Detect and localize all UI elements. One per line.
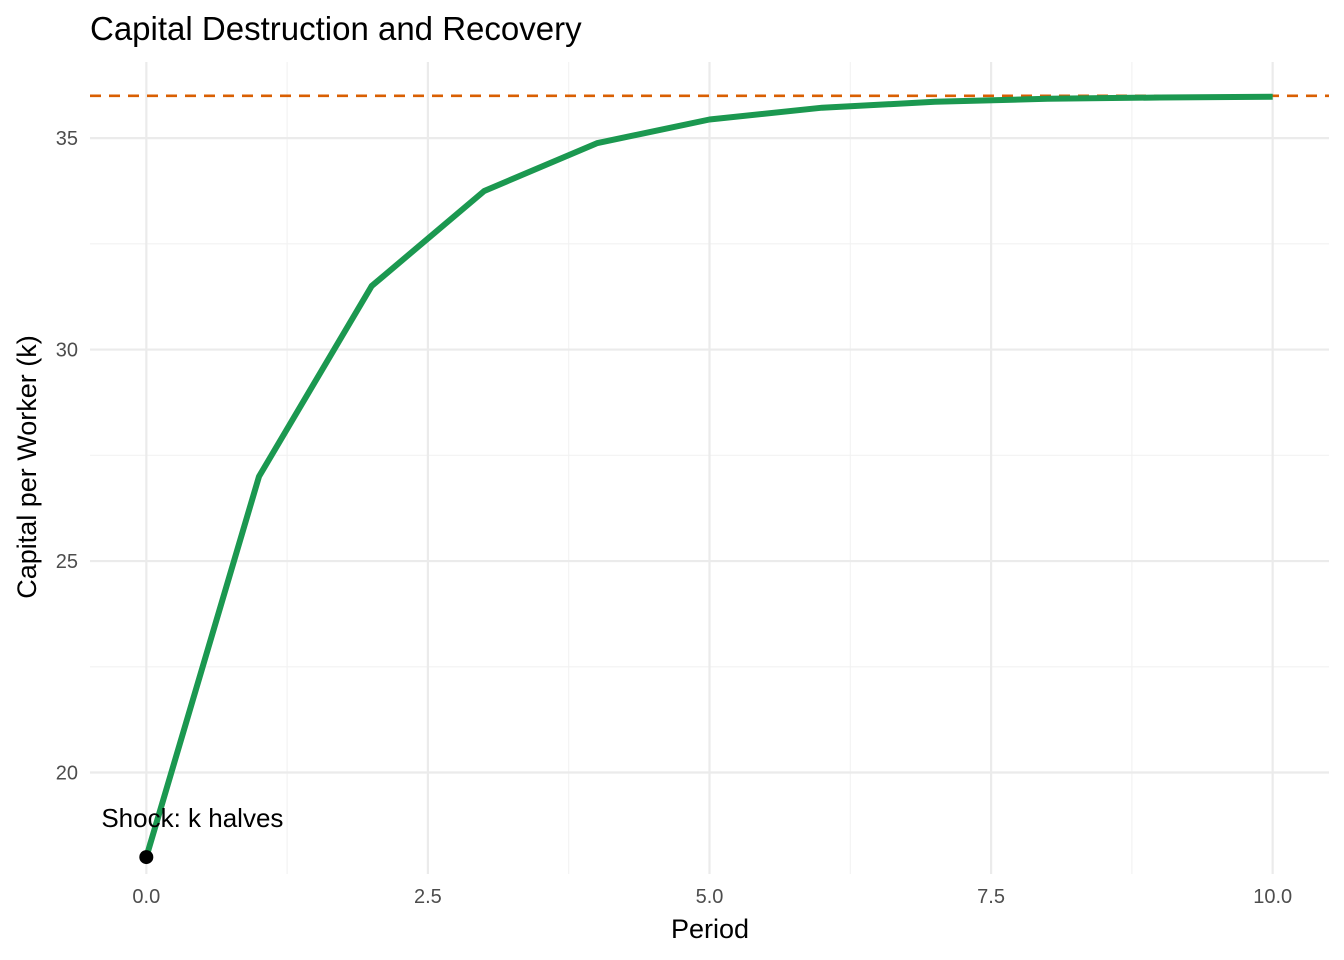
x-tick-label: 10.0 (1253, 886, 1292, 908)
x-axis-title: Period (671, 914, 749, 944)
chart-title: Capital Destruction and Recovery (90, 10, 582, 47)
x-tick-label: 2.5 (414, 886, 442, 908)
y-axis-title: Capital per Worker (k) (12, 335, 42, 599)
y-tick-label: 25 (56, 551, 78, 573)
x-tick-label: 5.0 (696, 886, 724, 908)
y-tick-label: 20 (56, 763, 78, 785)
x-tick-label: 7.5 (977, 886, 1005, 908)
series-line (143, 93, 1273, 858)
y-axis-ticks: 20 25 30 35 (56, 128, 78, 784)
grid-major-lines (90, 62, 1329, 874)
y-tick-label: 35 (56, 128, 78, 150)
shock-point-marker (139, 850, 154, 865)
annotation-label: Shock: k halves (101, 803, 283, 833)
series-lines (143, 93, 1273, 858)
x-axis-ticks: 0.0 2.5 5.0 7.5 10.0 (132, 886, 1292, 908)
annotations: Shock: k halves (101, 803, 283, 865)
x-tick-label: 0.0 (132, 886, 160, 908)
y-tick-label: 30 (56, 340, 78, 362)
